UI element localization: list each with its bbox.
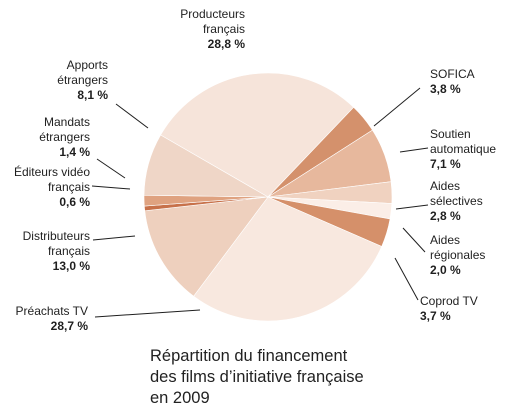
slice-label-line: régionales bbox=[430, 248, 485, 262]
slice-label-line: sélectives bbox=[430, 194, 483, 208]
slice-label: Apports étrangers 8,1 % bbox=[57, 58, 108, 102]
slice-label-line: Coprod TV bbox=[420, 294, 478, 308]
slice-label: Aides régionales 2,0 % bbox=[430, 233, 485, 277]
slice-value-label: 0,6 % bbox=[59, 195, 90, 209]
leader-line bbox=[94, 309, 201, 318]
leader-line bbox=[399, 147, 429, 153]
slice-label-line: SOFICA bbox=[430, 67, 475, 81]
slice-value-label: 13,0 % bbox=[53, 259, 91, 273]
slice-label-line: automatique bbox=[430, 142, 496, 156]
pie-slice bbox=[143, 134, 270, 198]
slice-label-line: Préachats TV bbox=[16, 304, 88, 318]
slice-labels: Producteurs français 28,8 %SOFICA 3,8 %Sout… bbox=[14, 7, 496, 333]
leader-line bbox=[91, 185, 131, 190]
slice-label-line: Aides bbox=[430, 179, 460, 193]
slice-value-label: 7,1 % bbox=[430, 157, 461, 171]
leader-line bbox=[402, 227, 426, 253]
slice-value-label: 8,1 % bbox=[77, 88, 108, 102]
leader-line bbox=[373, 87, 421, 127]
slice-label-line: Éditeurs vidéo bbox=[14, 164, 90, 179]
chart-title-line-2: des films d’initiative française bbox=[150, 368, 364, 386]
chart-title-line-3: en 2009 bbox=[150, 389, 210, 407]
slice-label: Distributeurs français 13,0 % bbox=[23, 229, 91, 273]
slice-label: Coprod TV 3,7 % bbox=[420, 294, 478, 323]
slice-value-label: 1,4 % bbox=[59, 145, 90, 159]
slice-value-label: 3,7 % bbox=[420, 309, 451, 323]
slice-label-line: français bbox=[48, 244, 90, 258]
slice-value-label: 28,8 % bbox=[208, 37, 246, 51]
slice-label: Soutien automatique 7,1 % bbox=[430, 127, 496, 171]
slice-value-label: 28,7 % bbox=[51, 319, 89, 333]
pie-slice bbox=[144, 196, 269, 297]
slice-value-label: 2,8 % bbox=[430, 209, 461, 223]
pie-slice bbox=[160, 72, 355, 198]
leader-line bbox=[395, 204, 429, 210]
slice-value-label: 2,0 % bbox=[430, 263, 461, 277]
leader-line bbox=[92, 235, 136, 241]
pie-slice bbox=[193, 196, 383, 322]
slice-label-line: Apports bbox=[67, 58, 108, 72]
slice-label: SOFICA 3,8 % bbox=[430, 67, 475, 96]
leader-line bbox=[96, 158, 126, 179]
slice-label: Aides sélectives 2,8 % bbox=[430, 179, 483, 223]
slice-label: Préachats TV 28,7 % bbox=[16, 304, 89, 333]
slice-label-line: Aides bbox=[430, 233, 460, 247]
leader-lines bbox=[91, 87, 429, 318]
slice-label: Producteurs français 28,8 % bbox=[180, 7, 245, 51]
slice-label-line: Producteurs bbox=[180, 7, 245, 21]
pie-slices bbox=[143, 72, 393, 322]
slice-label-line: Distributeurs bbox=[23, 229, 90, 243]
slice-label-line: français bbox=[203, 22, 245, 36]
slice-label-line: français bbox=[48, 180, 90, 194]
leader-line bbox=[394, 257, 419, 301]
slice-label-line: étrangers bbox=[57, 73, 108, 87]
slice-label-line: Mandats bbox=[44, 115, 90, 129]
chart-title-line-1: Répartition du financement bbox=[150, 347, 348, 365]
leader-line bbox=[115, 103, 149, 129]
slice-value-label: 3,8 % bbox=[430, 82, 461, 96]
slice-label: Éditeurs vidéo français 0,6 % bbox=[14, 164, 90, 209]
slice-label: Mandats étrangers 1,4 % bbox=[39, 115, 90, 159]
slice-label-line: étrangers bbox=[39, 130, 90, 144]
chart-title: Répartition du financement des films d’i… bbox=[150, 346, 450, 409]
slice-label-line: Soutien bbox=[430, 127, 471, 141]
